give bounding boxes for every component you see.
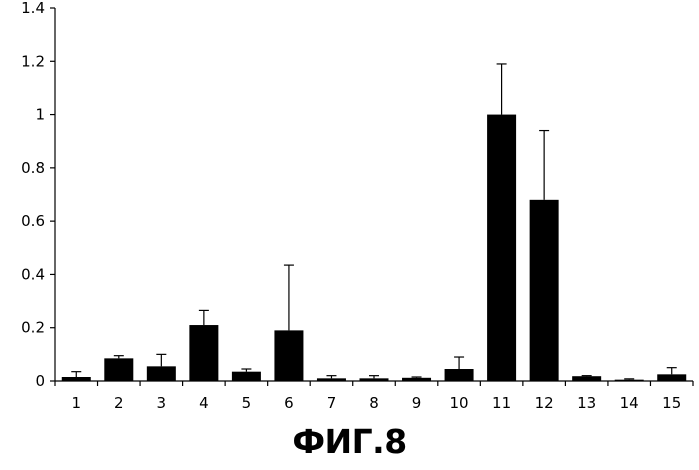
error-bar: [539, 131, 549, 200]
bar: [317, 378, 346, 381]
error-bar: [369, 376, 379, 379]
bar: [657, 374, 686, 381]
error-bar: [326, 376, 336, 379]
bars: [62, 115, 686, 381]
error-bar: [412, 377, 422, 378]
x-tick-label: 10: [450, 394, 469, 410]
y-tick-label: 0.4: [21, 265, 45, 283]
error-bar: [284, 265, 294, 330]
x-axis: [55, 381, 693, 386]
error-bars: [71, 64, 676, 380]
bar: [104, 358, 133, 381]
x-tick-label: 11: [492, 394, 511, 410]
x-tick-label: 13: [577, 394, 596, 410]
bar: [274, 330, 303, 381]
bar: [445, 369, 474, 381]
bar: [402, 378, 431, 381]
error-bar: [241, 369, 251, 372]
y-tick-label: 0.2: [21, 319, 45, 337]
error-bar: [497, 64, 507, 115]
y-tick-label: 1.2: [21, 52, 45, 70]
x-tick-label: 12: [535, 394, 554, 410]
bar: [530, 200, 559, 381]
bar: [360, 378, 389, 381]
x-tick-label: 14: [620, 394, 639, 410]
error-bar: [199, 310, 209, 325]
error-bar: [114, 356, 124, 359]
y-tick-label: 1: [35, 106, 45, 124]
x-tick-label: 5: [242, 394, 252, 410]
x-tick-label: 4: [199, 394, 209, 410]
bar: [189, 325, 218, 381]
figure-caption: ФИГ.8: [0, 422, 699, 461]
bar: [487, 115, 516, 381]
bar: [62, 377, 91, 381]
x-tick-label: 15: [662, 394, 681, 410]
x-tick-label: 3: [157, 394, 167, 410]
error-bar: [71, 372, 81, 377]
x-tick-label: 7: [327, 394, 337, 410]
x-tick-label: 2: [114, 394, 124, 410]
error-bar: [624, 379, 634, 380]
y-tick-labels: 0 0.2 0.4 0.6 0.8 1 1.2 1.4: [21, 0, 45, 390]
bar: [572, 376, 601, 381]
x-tick-labels: 123456789101112131415: [71, 394, 681, 410]
error-bar: [667, 368, 677, 375]
bar: [615, 380, 644, 381]
y-tick-label: 0.8: [21, 159, 45, 177]
bar-chart: 123456789101112131415 00.20.40.60.811.21…: [0, 0, 699, 410]
error-bar: [582, 376, 592, 377]
x-tick-label: 1: [71, 394, 81, 410]
bar: [232, 372, 261, 381]
y-tick-label: 1.4: [21, 0, 45, 17]
error-bar: [156, 354, 166, 366]
bar: [147, 366, 176, 381]
y-tick-label: 0: [35, 372, 45, 390]
x-tick-label: 6: [284, 394, 294, 410]
x-tick-label: 9: [412, 394, 422, 410]
x-tick-label: 8: [369, 394, 379, 410]
error-bar: [454, 357, 464, 369]
y-tick-label: 0.6: [21, 212, 45, 230]
y-axis: [50, 8, 55, 381]
